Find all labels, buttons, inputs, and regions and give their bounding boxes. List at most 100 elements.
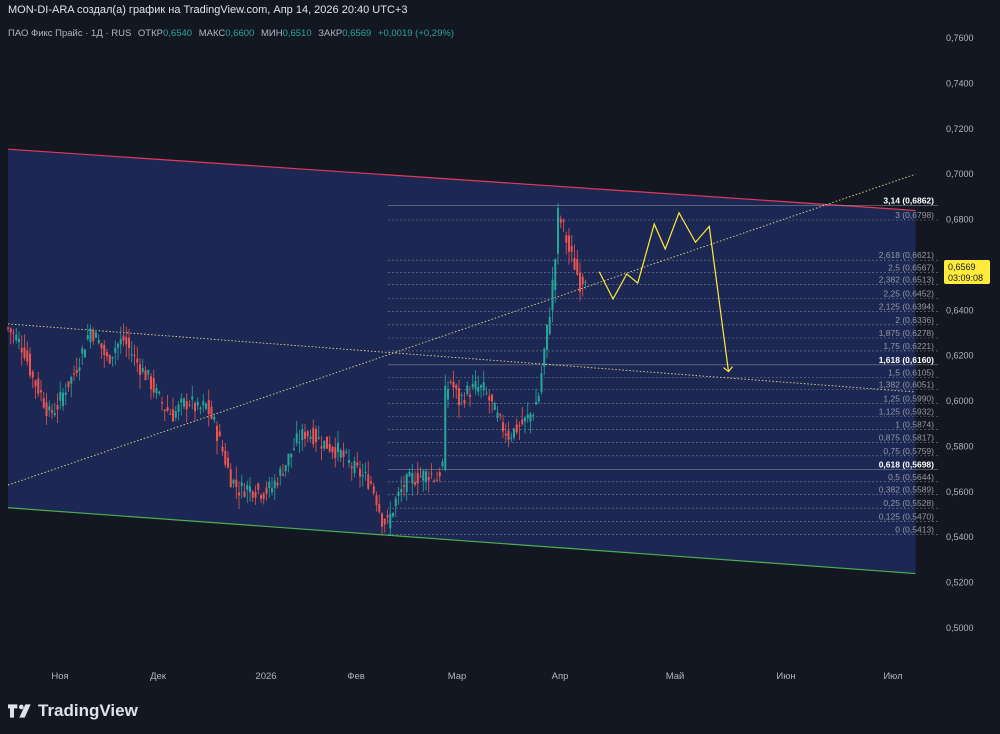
last-price-value: 0,6569 <box>948 262 976 272</box>
candle-body <box>383 518 386 525</box>
price-tick-label: 0,6800 <box>946 215 974 225</box>
fib-level-label: 3,14 (0,6862) <box>883 195 934 205</box>
candle-body <box>441 461 444 467</box>
candle-body <box>510 437 513 439</box>
candle-body <box>53 412 56 416</box>
candle-body <box>298 442 301 444</box>
candle-body <box>260 495 262 499</box>
candle-body <box>287 453 290 466</box>
candle-body <box>350 466 353 469</box>
candle-body <box>293 448 295 450</box>
candle-body <box>309 436 312 440</box>
candle-body <box>177 404 180 412</box>
candle-body <box>570 246 573 252</box>
candle-body <box>375 495 378 506</box>
candle-body <box>166 407 169 411</box>
candle-body <box>359 468 361 477</box>
candle-body <box>345 451 348 453</box>
price-tick-label: 0,5200 <box>946 578 974 588</box>
candle-body <box>207 399 210 414</box>
candle-body <box>524 417 526 422</box>
close-label: ЗАКР <box>318 28 343 39</box>
candle-body <box>422 470 425 481</box>
candle-body <box>92 330 95 341</box>
candle-body <box>518 425 521 427</box>
change-value: +0,0019 (+0,29%) <box>377 28 454 39</box>
last-price-tag <box>944 259 990 284</box>
candle-body <box>557 208 559 254</box>
candle-body <box>348 459 350 463</box>
candle-body <box>433 480 436 482</box>
candle-body <box>279 468 282 476</box>
price-axis-bg <box>940 0 1000 690</box>
candle-body <box>155 388 158 394</box>
fib-level-label: 1 (0,5874) <box>895 420 934 430</box>
candle-body <box>334 447 337 459</box>
candle-body <box>513 428 515 438</box>
candle-body <box>565 235 568 243</box>
candle-body <box>111 356 114 359</box>
candle-body <box>12 332 15 334</box>
candle-body <box>229 469 232 488</box>
symbol-legend: ПАО Фикс Прайс · 1Д · RUS ОТКР0,6540 МАК… <box>8 28 454 39</box>
candle-body <box>191 396 194 400</box>
candle-body <box>452 381 455 388</box>
fib-level-label: 0,382 (0,5589) <box>879 484 934 494</box>
price-tick-label: 0,5000 <box>946 623 974 633</box>
candle-body <box>394 498 397 507</box>
candle-body <box>328 444 331 452</box>
candle-body <box>243 491 246 497</box>
candle-body <box>529 413 532 422</box>
candle-body <box>172 409 174 422</box>
time-axis[interactable]: Ноя Дек 2026 Фев Мар Апр Май Июн Июл <box>51 671 902 682</box>
candle-body <box>304 431 306 439</box>
candle-body <box>174 410 177 418</box>
candle-body <box>152 378 155 393</box>
candle-body <box>235 479 238 488</box>
candle-body <box>141 367 144 372</box>
fib-level-label: 0,75 (0,5759) <box>883 446 934 456</box>
price-tick-label: 0,7000 <box>946 169 974 179</box>
candle-body <box>493 403 496 411</box>
candle-body <box>581 276 584 285</box>
candle-body <box>73 373 75 375</box>
symbol-title[interactable]: ПАО Фикс Прайс · 1Д · RUS <box>8 28 132 39</box>
candle-body <box>532 415 535 417</box>
candle-body <box>436 479 438 481</box>
candle-body <box>56 405 59 410</box>
candle-body <box>108 355 111 364</box>
fib-level-label: 2,618 (0,6621) <box>879 250 934 260</box>
candle-body <box>419 476 422 478</box>
time-tick-label: Май <box>666 671 685 682</box>
candle-body <box>430 473 433 475</box>
candle-body <box>48 406 51 411</box>
candle-body <box>386 515 389 518</box>
tradingview-brand[interactable]: TradingView <box>8 701 138 721</box>
candle-body <box>367 474 370 489</box>
fib-level-label: 0,25 (0,5528) <box>883 498 934 508</box>
open-value: 0,6540 <box>163 28 193 39</box>
price-tick-label: 0,7400 <box>946 78 974 88</box>
candle-body <box>161 402 163 404</box>
fib-level-label: 1,125 (0,5932) <box>879 407 934 417</box>
candle-body <box>163 409 166 411</box>
candle-body <box>306 431 309 437</box>
candle-body <box>150 376 152 390</box>
candle-body <box>106 352 108 357</box>
time-tick-label: Июл <box>883 671 902 682</box>
candle-body <box>554 259 557 291</box>
fib-level-label: 0,125 (0,5470) <box>879 511 934 521</box>
candle-body <box>224 450 227 465</box>
candle-body <box>246 484 249 490</box>
candle-body <box>130 354 133 356</box>
candle-body <box>254 492 257 498</box>
time-tick-label: Фев <box>347 671 365 682</box>
candle-body <box>282 474 284 476</box>
price-axis[interactable]: 0,5000 0,5200 0,5400 0,5600 0,5800 0,6000 0,62… <box>940 0 1000 690</box>
candle-body <box>480 385 482 388</box>
candle-body <box>576 259 579 275</box>
candle-body <box>7 327 9 329</box>
candle-body <box>361 474 364 477</box>
candle-body <box>488 396 491 401</box>
